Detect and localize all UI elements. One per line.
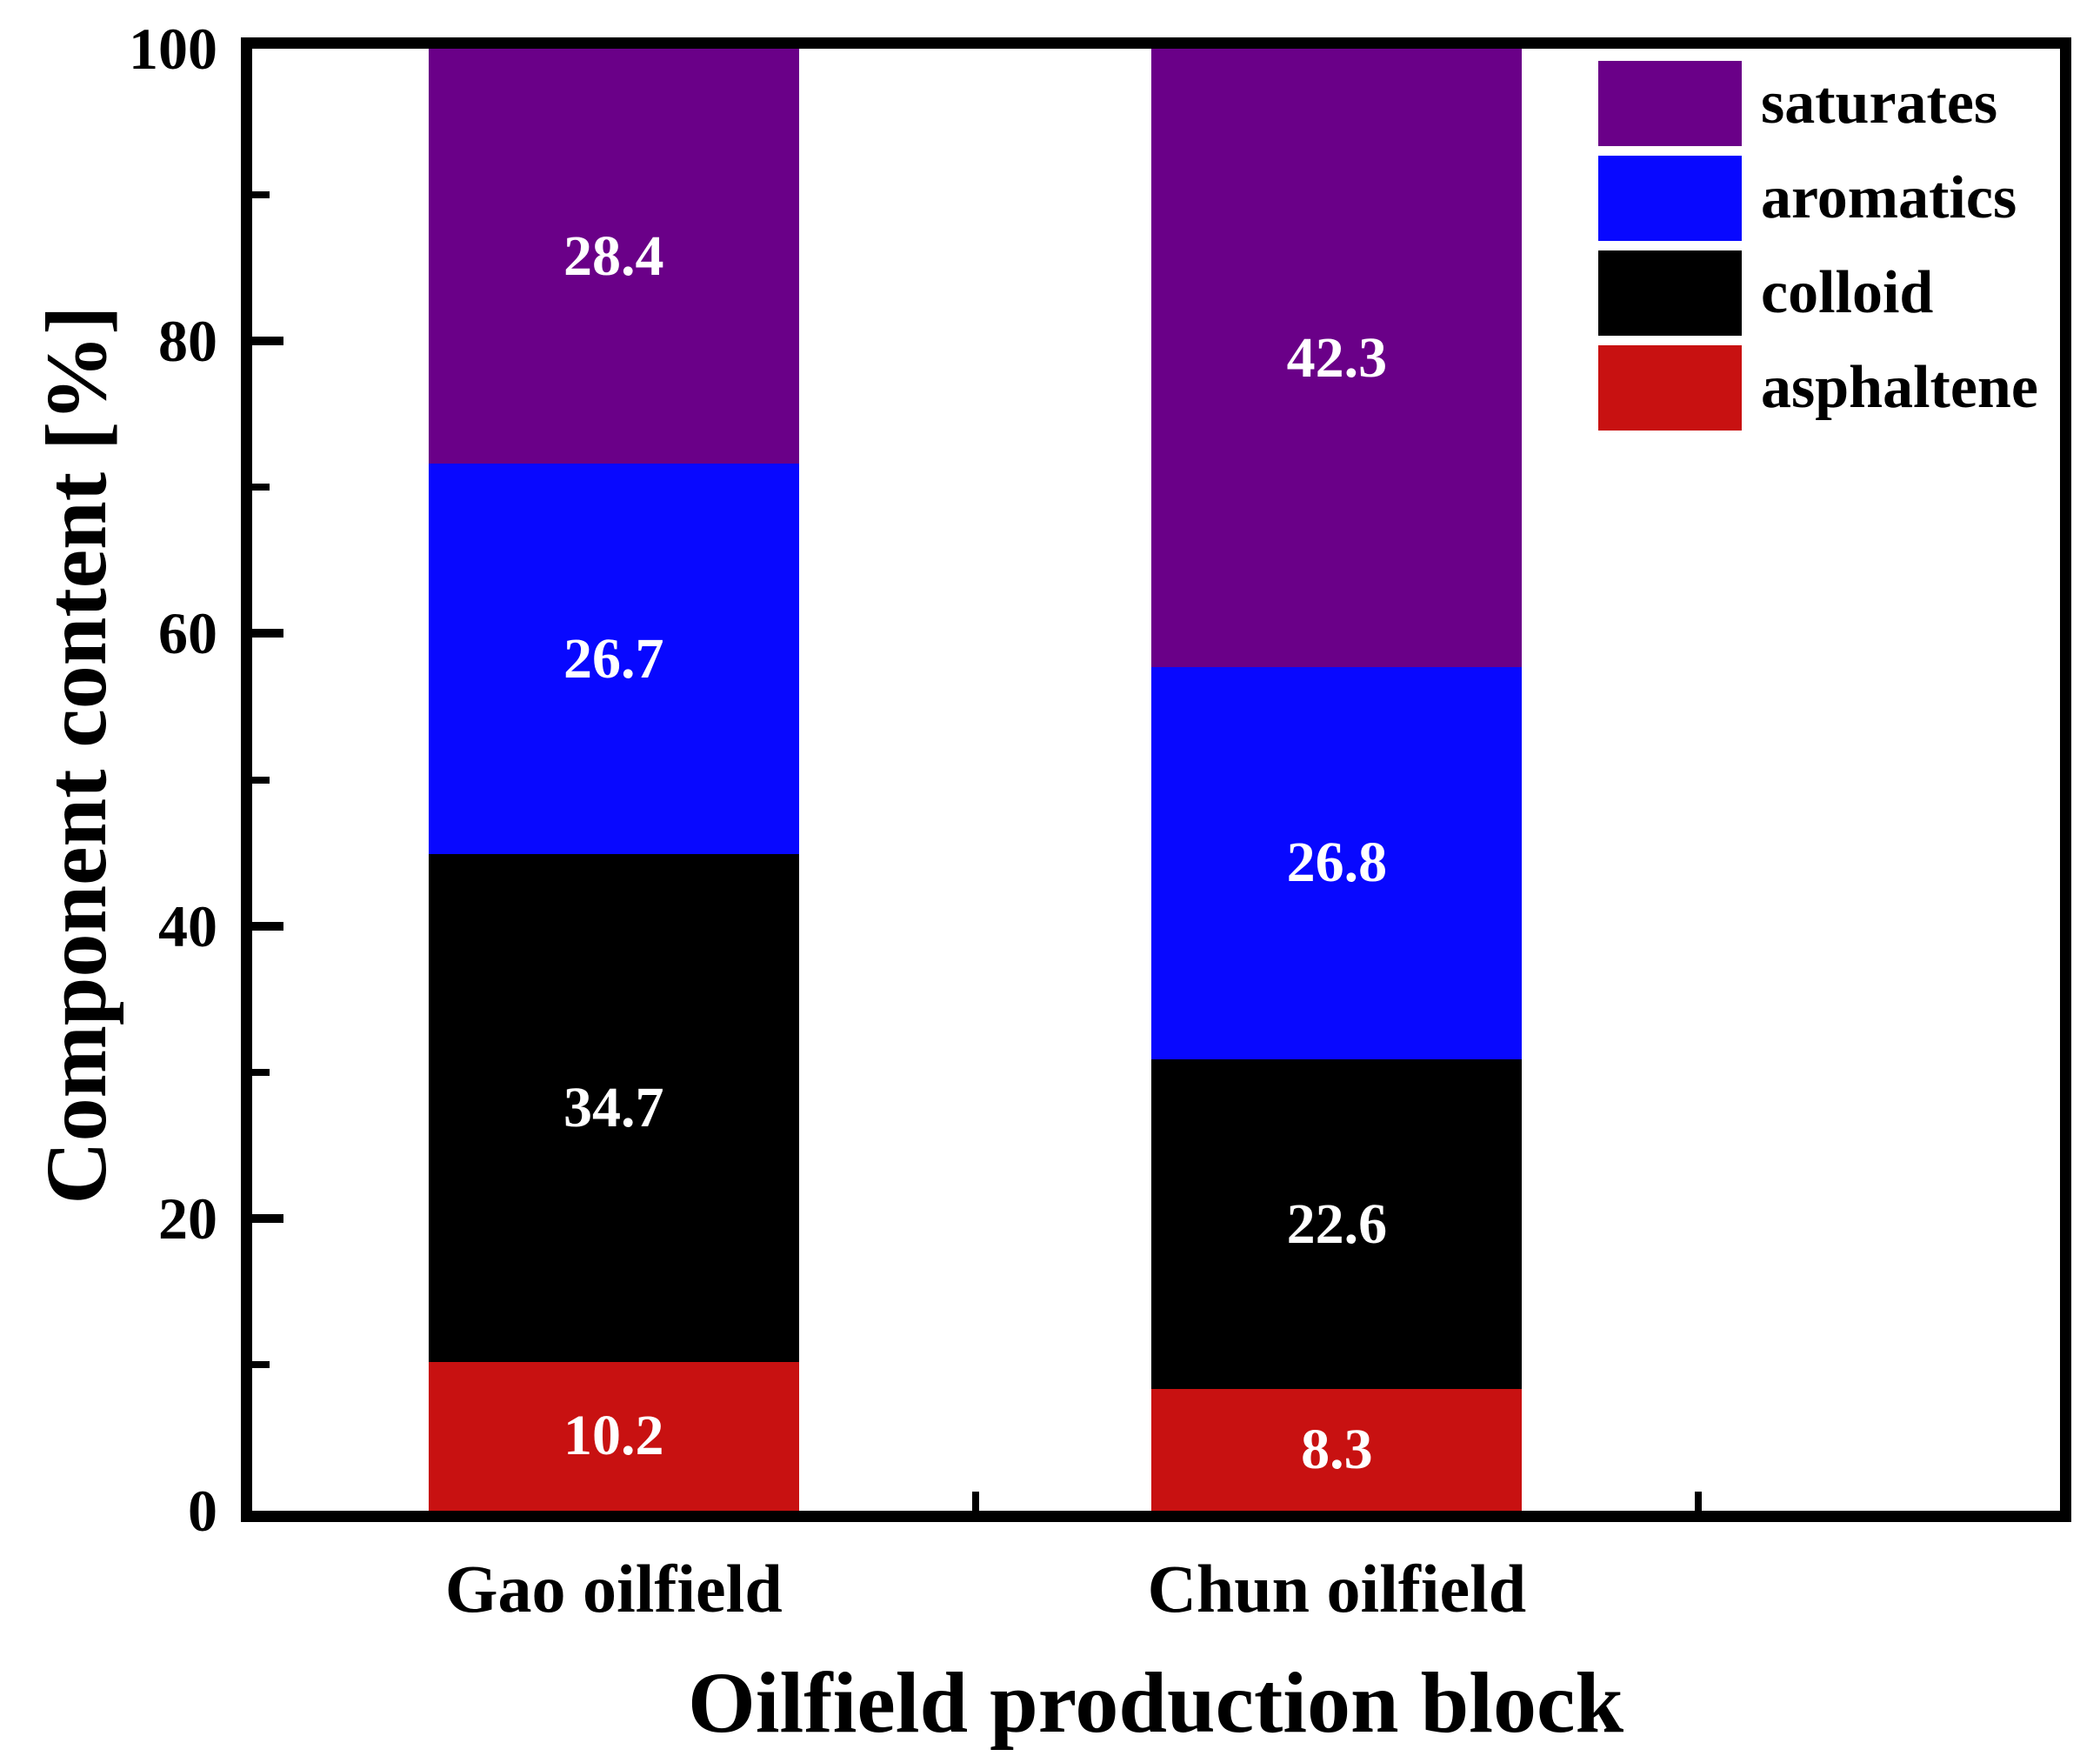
bar-value-label: 42.3 <box>1286 325 1388 390</box>
y-major-tick <box>252 1213 283 1223</box>
y-minor-tick <box>252 191 270 199</box>
bar-segment-aromatics: 26.7 <box>428 464 799 855</box>
bar-value-label: 34.7 <box>563 1075 664 1139</box>
bar-value-label: 26.8 <box>1286 831 1388 895</box>
bar-segment-saturates: 42.3 <box>1151 49 1523 668</box>
y-minor-tick <box>252 484 270 491</box>
y-tick-label: 40 <box>158 892 217 959</box>
bar-segment-saturates: 28.4 <box>428 49 799 464</box>
y-tick-label: 20 <box>158 1185 217 1252</box>
bar-value-label: 26.7 <box>563 626 664 691</box>
legend-swatch-asphaltene <box>1598 345 1742 431</box>
bar-value-label: 8.3 <box>1301 1418 1373 1482</box>
legend-swatch-saturates <box>1598 61 1742 146</box>
bar-segment-aromatics: 26.8 <box>1151 667 1523 1059</box>
legend-item-colloid: colloid <box>1598 250 2038 336</box>
y-minor-tick <box>252 1360 270 1368</box>
y-tick-label: 60 <box>158 600 217 667</box>
legend: saturates aromatics colloid asphaltene <box>1598 61 2038 440</box>
legend-item-asphaltene: asphaltene <box>1598 345 2038 431</box>
bar-segment-asphaltene: 8.3 <box>1151 1389 1523 1511</box>
legend-item-saturates: saturates <box>1598 61 2038 146</box>
y-minor-tick <box>252 1068 270 1076</box>
x-minor-tick <box>1695 1492 1703 1511</box>
legend-swatch-aromatics <box>1598 156 1742 241</box>
legend-label: saturates <box>1761 70 1998 137</box>
x-axis-title: Oilfield production block <box>687 1654 1624 1751</box>
plot-area: 10.2 34.7 26.7 28.4 8.3 22.6 26.8 42.3 saturate… <box>241 37 2071 1522</box>
y-major-tick <box>252 921 283 931</box>
legend-swatch-colloid <box>1598 250 1742 336</box>
x-category-label: Gao oilfield <box>444 1551 783 1626</box>
bar-segment-colloid: 34.7 <box>428 854 799 1362</box>
legend-label: aromatics <box>1761 164 2017 231</box>
y-tick-label: 100 <box>129 16 217 82</box>
bar-value-label: 28.4 <box>563 224 664 288</box>
bar-value-label: 22.6 <box>1286 1192 1388 1256</box>
y-tick-label: 0 <box>188 1478 217 1544</box>
legend-item-aromatics: aromatics <box>1598 156 2038 241</box>
bar-value-label: 10.2 <box>563 1404 664 1468</box>
y-minor-tick <box>252 776 270 784</box>
legend-label: colloid <box>1761 259 1934 326</box>
legend-label: asphaltene <box>1761 354 2038 421</box>
bar-segment-asphaltene: 10.2 <box>428 1361 799 1511</box>
bar-segment-colloid: 22.6 <box>1151 1058 1523 1390</box>
y-tick-label: 80 <box>158 308 217 375</box>
x-category-label: Chun oilfield <box>1147 1551 1527 1626</box>
y-axis-title: Component content [%] <box>28 305 124 1205</box>
y-major-tick <box>252 337 283 346</box>
x-minor-tick <box>971 1492 979 1511</box>
y-major-tick <box>252 629 283 638</box>
